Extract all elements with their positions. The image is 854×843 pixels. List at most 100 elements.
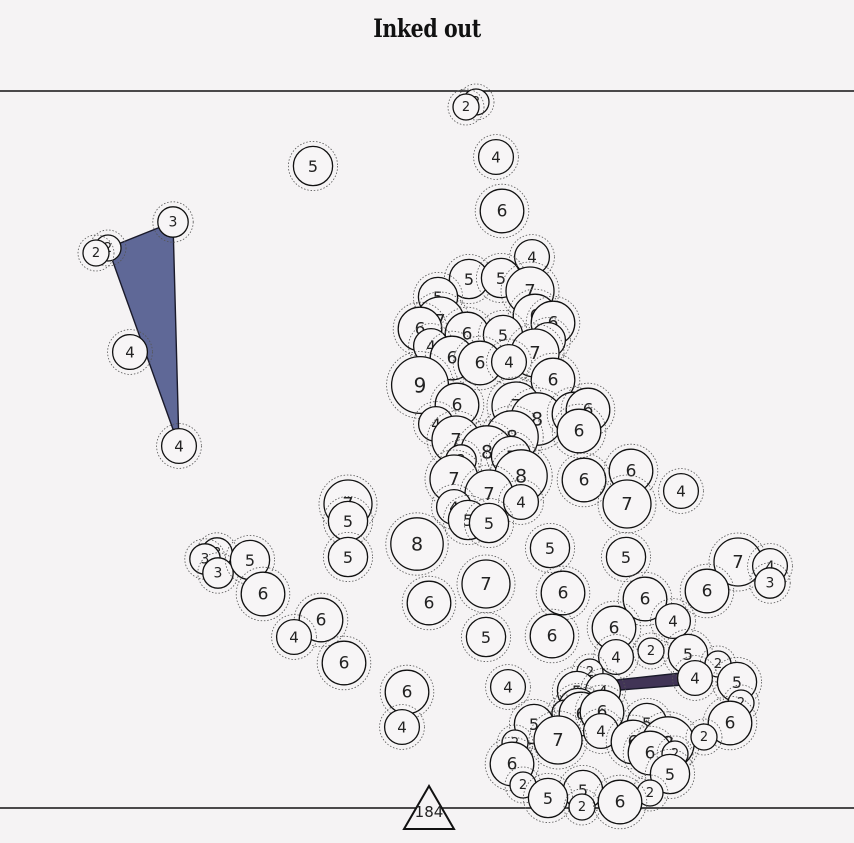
node-label: 2: [519, 778, 527, 793]
node-label: 2: [646, 786, 654, 801]
chart-title: Inked out: [373, 14, 481, 43]
node-circle: [754, 567, 786, 599]
node-circle: [676, 659, 714, 697]
node-label: 6: [609, 619, 620, 639]
node-label: 6: [579, 471, 590, 491]
node-circle: [502, 483, 540, 521]
node-point: 6: [535, 565, 591, 621]
node-label: 6: [574, 422, 585, 442]
node-point: 6: [551, 403, 607, 459]
node-point: 4: [485, 664, 531, 710]
node-halo: [593, 634, 639, 680]
node-point: 5: [645, 749, 696, 800]
node-halo: [152, 201, 194, 243]
node-halo: [484, 736, 540, 792]
node-halo: [525, 523, 576, 574]
node-point: 5: [523, 773, 574, 824]
node-halo: [322, 532, 373, 583]
node-point: 3: [152, 201, 194, 243]
node-label: 4: [397, 719, 407, 737]
node-circle: [452, 93, 480, 121]
node-label: 4: [516, 494, 526, 512]
node-circle: [707, 700, 753, 746]
node-circle: [390, 517, 444, 571]
node-label: 6: [475, 354, 486, 374]
node-label: 5: [463, 511, 473, 530]
node-label: 4: [431, 416, 441, 434]
node-label: 5: [543, 789, 553, 808]
node-point: 4: [271, 614, 317, 660]
node-label: 3: [766, 576, 775, 592]
node-halo: [447, 88, 485, 126]
node-label: 5: [308, 157, 318, 176]
node-label: 6: [615, 793, 626, 813]
node-circle: [479, 188, 525, 234]
node-label: 8: [411, 534, 423, 556]
node-label: 6: [558, 584, 569, 604]
node-label: 7: [552, 730, 563, 751]
node-circle: [383, 708, 421, 746]
node-circle: [477, 138, 515, 176]
node-point: 6: [316, 635, 372, 691]
node-circle: [529, 613, 575, 659]
node-circle: [82, 239, 110, 267]
node-point: 7: [597, 474, 657, 534]
node-label: 5: [642, 714, 652, 733]
node-point: 6: [617, 571, 673, 627]
node-label: 4: [676, 483, 686, 501]
node-point: 6: [235, 566, 291, 622]
node-label: 3: [214, 566, 223, 582]
node-label: 6: [447, 349, 458, 369]
node-label: 5: [343, 512, 353, 531]
node-label: 5: [621, 548, 631, 567]
node-label: 2: [647, 644, 655, 659]
node-point: 5: [224, 535, 275, 586]
node-label: 4: [596, 723, 606, 741]
marker-triangle: [402, 784, 456, 830]
node-halo: [685, 718, 723, 756]
node-label: 2: [92, 246, 100, 261]
node-point: 6: [592, 774, 648, 830]
node-halo: [535, 565, 591, 621]
node-label: 5: [665, 765, 675, 784]
node-label: 6: [424, 594, 435, 614]
node-label: 4: [504, 354, 514, 372]
node-point: 7: [528, 710, 588, 770]
node-halo: [156, 423, 202, 469]
node-halo: [603, 443, 659, 499]
node-halo: [480, 405, 544, 469]
node-point: 4: [498, 479, 544, 525]
node-label: 6: [316, 611, 327, 631]
node-point: 8: [385, 512, 449, 576]
node-point: 6: [702, 695, 758, 751]
node-label: 5: [481, 628, 491, 647]
node-label: 8: [515, 466, 527, 488]
node-circle: [461, 559, 511, 609]
node-label: 6: [626, 462, 637, 482]
node-halo: [656, 735, 694, 773]
node-label: 6: [547, 627, 558, 647]
node-circle: [465, 616, 507, 658]
node-halo: [429, 377, 485, 433]
node-label: 6: [548, 371, 559, 391]
node-halo: [287, 140, 338, 191]
marker-label: 184: [415, 803, 444, 821]
node-halo: [658, 468, 704, 514]
node-label: 4: [690, 670, 700, 688]
node-halo: [505, 323, 565, 383]
node-point: 7: [456, 554, 516, 614]
node-circle: [202, 557, 234, 589]
node-label: 6: [645, 744, 656, 764]
node-halo: [574, 684, 630, 740]
node-label: 6: [415, 320, 426, 340]
node-halo: [679, 563, 735, 619]
node-halo: [525, 295, 581, 351]
node-halo: [271, 614, 317, 660]
node-point: 3: [197, 552, 239, 594]
node-halo: [650, 598, 696, 644]
node-label: 6: [452, 396, 463, 416]
node-label: 6: [258, 585, 269, 605]
node-label: 5: [545, 539, 555, 558]
node-circle: [292, 145, 334, 187]
node-circle: [605, 536, 647, 578]
